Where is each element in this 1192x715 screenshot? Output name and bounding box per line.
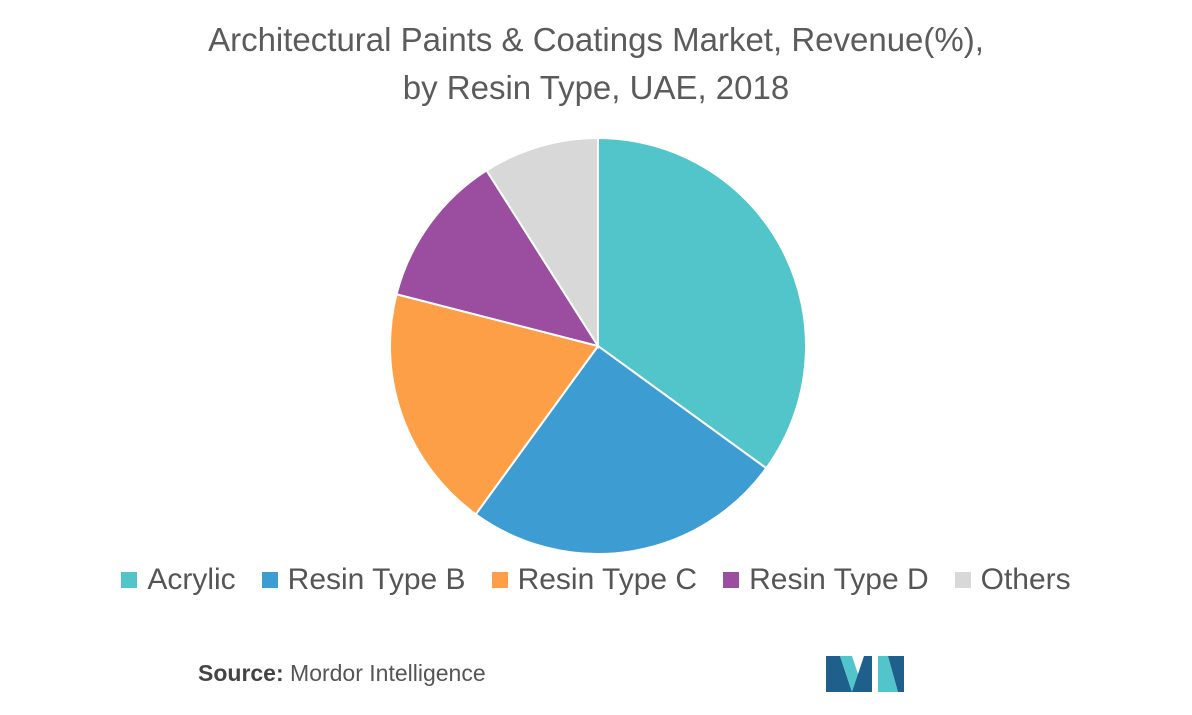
chart-title: Architectural Paints & Coatings Market, … bbox=[0, 16, 1192, 112]
pie-slice-acrylic bbox=[597, 136, 807, 470]
source-text: Mordor Intelligence bbox=[290, 660, 486, 686]
pie-slice-resin-type-b bbox=[474, 344, 768, 555]
legend-swatch bbox=[121, 572, 138, 588]
pie-slice-resin-type-d bbox=[395, 168, 601, 348]
legend-label: Resin Type D bbox=[749, 563, 929, 596]
legend-swatch bbox=[723, 572, 740, 588]
source-note: Source: Mordor Intelligence bbox=[198, 660, 486, 687]
legend-item-others: Others bbox=[954, 563, 1071, 597]
pie-slice-others bbox=[485, 136, 599, 350]
legend-label: Resin Type C bbox=[517, 563, 698, 596]
legend-label: Others bbox=[980, 563, 1071, 596]
pie-slice-resin-type-c bbox=[389, 293, 600, 516]
legend-item-resin-type-c: Resin Type C bbox=[491, 563, 698, 597]
legend-swatch bbox=[954, 572, 971, 588]
chart-title-line-2: by Resin Type, UAE, 2018 bbox=[402, 69, 790, 106]
chart-title-line-1: Architectural Paints & Coatings Market, … bbox=[208, 21, 984, 58]
legend-item-resin-type-d: Resin Type D bbox=[723, 563, 929, 597]
legend-item-resin-type-b: Resin Type B bbox=[261, 563, 466, 597]
legend-swatch bbox=[491, 572, 508, 588]
source-label: Source: bbox=[198, 660, 284, 686]
legend-label: Acrylic bbox=[147, 563, 236, 596]
mordor-intelligence-logo-icon bbox=[826, 656, 904, 692]
legend-label: Resin Type B bbox=[287, 563, 466, 596]
legend-item-acrylic: Acrylic bbox=[121, 563, 236, 597]
chart-legend: Acrylic Resin Type B Resin Type C Resin Typ… bbox=[0, 558, 1192, 602]
legend-swatch bbox=[261, 572, 278, 588]
